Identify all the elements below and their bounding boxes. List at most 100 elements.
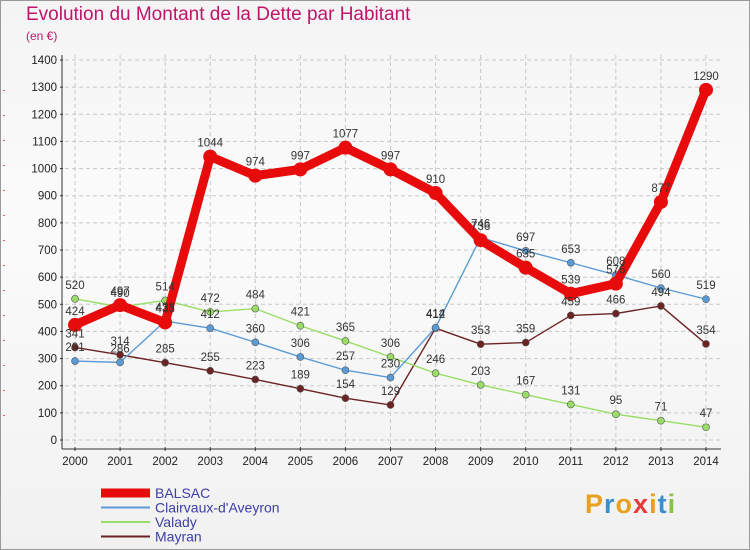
data-point bbox=[296, 353, 305, 361]
data-point bbox=[206, 324, 215, 332]
data-label: 95 bbox=[609, 395, 622, 407]
data-label: 438 bbox=[156, 302, 175, 314]
data-label: 131 bbox=[561, 385, 580, 397]
data-label: 490 bbox=[110, 288, 129, 300]
data-point bbox=[428, 186, 443, 200]
x-tick-label: 2004 bbox=[242, 456, 268, 468]
data-label: 167 bbox=[516, 376, 535, 388]
data-point bbox=[203, 149, 218, 164]
data-label: 285 bbox=[156, 344, 175, 356]
data-point bbox=[386, 401, 395, 409]
x-tick-label: 2010 bbox=[513, 456, 539, 468]
data-point bbox=[653, 194, 668, 209]
data-point bbox=[657, 302, 665, 310]
data-label: 412 bbox=[426, 309, 445, 321]
data-point bbox=[702, 340, 710, 348]
data-point bbox=[338, 140, 353, 155]
data-label: 314 bbox=[110, 336, 130, 348]
data-label: 466 bbox=[606, 295, 625, 307]
y-tick-label: 1200 bbox=[31, 109, 57, 121]
chart-title: Evolution du Montant de la Dette par Hab… bbox=[26, 4, 411, 25]
x-tick-label: 2007 bbox=[378, 456, 404, 468]
data-label: 223 bbox=[246, 360, 265, 372]
data-label: 257 bbox=[336, 351, 355, 363]
data-label: 341 bbox=[65, 328, 84, 340]
data-point bbox=[341, 366, 350, 375]
data-point bbox=[566, 400, 575, 409]
data-point bbox=[71, 357, 79, 365]
y-tick-label: 100 bbox=[38, 408, 57, 420]
data-point bbox=[206, 366, 215, 375]
data-point bbox=[116, 350, 124, 359]
grid bbox=[65, 55, 721, 445]
data-point bbox=[563, 286, 578, 301]
x-tick-label: 2014 bbox=[693, 456, 719, 468]
data-point bbox=[612, 410, 620, 419]
data-point bbox=[71, 295, 79, 303]
data-label: 286 bbox=[110, 343, 129, 355]
data-label: 255 bbox=[201, 352, 220, 364]
data-label: 412 bbox=[201, 309, 220, 321]
data-point bbox=[341, 337, 350, 345]
data-label: 608 bbox=[606, 256, 625, 268]
data-point bbox=[608, 276, 623, 291]
data-label: 1077 bbox=[333, 129, 359, 141]
data-label: 71 bbox=[655, 402, 668, 414]
x-tick-label: 2003 bbox=[197, 456, 223, 468]
y-tick-label: 300 bbox=[38, 354, 57, 366]
y-tick-label: 1000 bbox=[31, 164, 57, 176]
data-label: 697 bbox=[516, 232, 535, 244]
data-point bbox=[566, 311, 575, 320]
data-label: 576 bbox=[606, 265, 625, 277]
data-point bbox=[386, 353, 395, 361]
logo-letter: x bbox=[633, 489, 650, 519]
legend-label: Clairvaux-d'Aveyron bbox=[155, 500, 280, 516]
data-point bbox=[296, 321, 305, 330]
data-label: 306 bbox=[291, 338, 310, 350]
data-label: 519 bbox=[696, 280, 715, 292]
y-tick-label: 1400 bbox=[31, 55, 57, 67]
logo-letter: o bbox=[615, 489, 634, 519]
legend-label: BALSAC bbox=[155, 485, 210, 501]
data-label: 746 bbox=[471, 219, 490, 231]
data-point bbox=[161, 358, 169, 367]
chart-subtitle: (en €) bbox=[26, 29, 58, 43]
data-label: 306 bbox=[381, 338, 400, 350]
data-label: 494 bbox=[651, 287, 671, 299]
data-point bbox=[657, 284, 665, 292]
data-point bbox=[476, 381, 485, 389]
data-point bbox=[521, 338, 530, 347]
series-layer bbox=[68, 82, 713, 432]
data-point bbox=[158, 315, 173, 330]
x-tick-label: 2001 bbox=[107, 456, 133, 468]
proxiti-logo: Proxiti bbox=[585, 489, 676, 520]
data-point bbox=[699, 82, 713, 97]
data-label: 129 bbox=[381, 386, 400, 398]
data-label: 910 bbox=[426, 174, 445, 186]
data-label: 360 bbox=[246, 323, 265, 335]
data-label: 421 bbox=[291, 307, 310, 319]
data-label: 1044 bbox=[197, 138, 223, 150]
data-point bbox=[248, 168, 263, 183]
y-tick-label: 900 bbox=[38, 191, 57, 203]
data-point bbox=[521, 390, 530, 399]
data-point bbox=[566, 258, 575, 267]
data-point bbox=[68, 317, 82, 332]
data-label: 514 bbox=[156, 281, 176, 293]
y-tick-label: 500 bbox=[38, 299, 57, 311]
data-label: 365 bbox=[336, 322, 355, 334]
y-tick-label: 200 bbox=[38, 381, 57, 393]
logo-letter: i bbox=[667, 489, 677, 519]
data-point bbox=[702, 295, 710, 303]
legend-label: Mayran bbox=[155, 529, 202, 545]
data-point bbox=[476, 340, 485, 348]
data-label: 189 bbox=[291, 370, 310, 382]
data-label: 154 bbox=[336, 379, 356, 391]
data-point bbox=[71, 343, 79, 352]
y-tick-label: 1300 bbox=[31, 82, 57, 94]
data-label: 877 bbox=[651, 183, 670, 195]
data-point bbox=[251, 375, 260, 384]
data-label: 203 bbox=[471, 366, 490, 378]
